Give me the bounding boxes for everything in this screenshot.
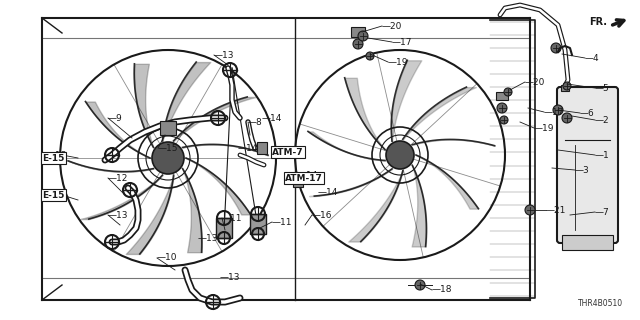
- Text: —11: —11: [272, 218, 292, 227]
- Text: —4: —4: [585, 53, 600, 62]
- Text: —13: —13: [214, 51, 234, 60]
- Circle shape: [551, 43, 561, 53]
- Circle shape: [497, 103, 507, 113]
- Text: —13: —13: [108, 211, 129, 220]
- Circle shape: [358, 31, 368, 41]
- Text: —7: —7: [595, 207, 610, 217]
- Text: —3: —3: [575, 165, 589, 174]
- Circle shape: [353, 39, 363, 49]
- Text: —10: —10: [157, 253, 177, 262]
- Circle shape: [500, 116, 508, 124]
- Text: THR4B0510: THR4B0510: [578, 299, 623, 308]
- Text: E-15: E-15: [42, 154, 65, 163]
- Text: —17: —17: [392, 37, 413, 46]
- Text: —18: —18: [432, 285, 452, 294]
- Text: —8: —8: [248, 117, 263, 126]
- Text: —14: —14: [298, 171, 318, 180]
- Text: —13: —13: [198, 234, 218, 243]
- Text: —9: —9: [108, 114, 123, 123]
- Bar: [561, 85, 569, 91]
- Bar: [293, 173, 303, 187]
- Text: —13: —13: [47, 190, 67, 199]
- Text: ATM-7: ATM-7: [272, 148, 303, 156]
- Circle shape: [366, 52, 374, 60]
- Text: —16: —16: [312, 211, 333, 220]
- Text: —21: —21: [546, 205, 566, 214]
- Text: —1: —1: [595, 150, 610, 159]
- Text: —14: —14: [262, 114, 282, 123]
- Circle shape: [562, 113, 572, 123]
- Text: —15: —15: [158, 143, 179, 153]
- Text: FR.: FR.: [589, 17, 607, 27]
- Text: —6: —6: [580, 108, 595, 117]
- Text: —2: —2: [595, 116, 610, 124]
- Bar: [257, 142, 267, 154]
- Circle shape: [563, 82, 571, 90]
- Text: —19: —19: [388, 58, 408, 67]
- Bar: [351, 27, 365, 37]
- Circle shape: [525, 205, 535, 215]
- Text: —20: —20: [382, 21, 403, 30]
- Circle shape: [386, 141, 414, 169]
- Bar: [562, 235, 613, 250]
- Bar: [160, 121, 176, 135]
- Circle shape: [415, 280, 425, 290]
- Text: —12: —12: [108, 173, 129, 182]
- Text: —5: —5: [595, 84, 610, 92]
- Circle shape: [504, 88, 512, 96]
- Text: —17: —17: [544, 108, 564, 116]
- Text: —20: —20: [525, 77, 545, 86]
- Text: ATM-17: ATM-17: [285, 173, 323, 182]
- Bar: [496, 92, 508, 100]
- Circle shape: [553, 105, 563, 115]
- Text: —14: —14: [238, 143, 259, 153]
- FancyBboxPatch shape: [557, 87, 618, 243]
- Text: —13: —13: [47, 150, 67, 159]
- Text: E-15: E-15: [42, 190, 65, 199]
- Text: —11: —11: [222, 213, 243, 222]
- Text: —19: —19: [534, 124, 554, 132]
- Circle shape: [152, 142, 184, 174]
- Bar: [250, 214, 266, 234]
- Bar: [216, 218, 232, 238]
- Text: —14: —14: [318, 188, 339, 196]
- Text: —13: —13: [220, 274, 241, 283]
